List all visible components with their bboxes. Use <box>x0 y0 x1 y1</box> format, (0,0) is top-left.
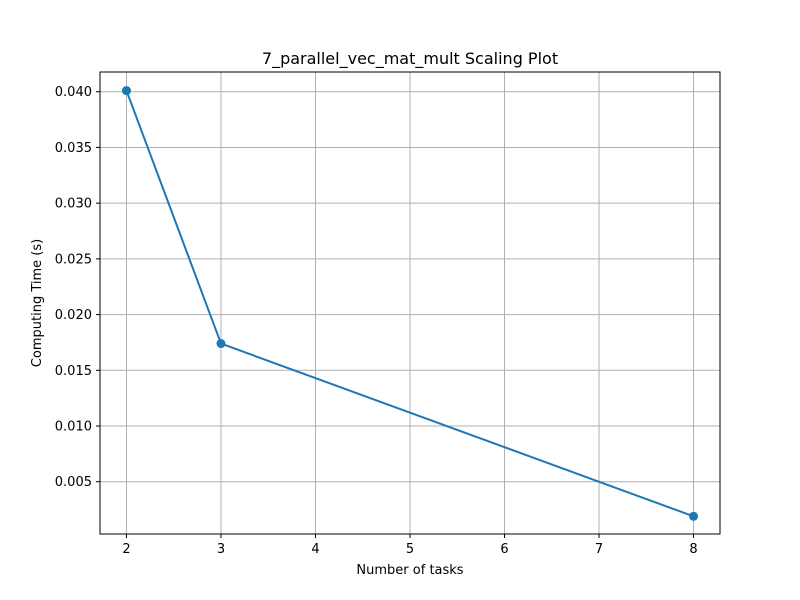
x-tick-label: 7 <box>595 542 603 557</box>
y-tick-label: 0.025 <box>55 252 92 267</box>
x-tick-label: 6 <box>500 542 508 557</box>
x-tick-label: 5 <box>406 542 414 557</box>
y-tick-label: 0.035 <box>55 141 92 156</box>
x-tick-label: 3 <box>217 542 225 557</box>
series-layer <box>121 86 699 521</box>
y-tick-label: 0.020 <box>55 308 92 323</box>
x-tick-label: 2 <box>122 542 130 557</box>
y-tick-label: 0.015 <box>55 364 92 379</box>
data-point <box>689 511 699 521</box>
data-point <box>121 86 131 96</box>
y-tick-label: 0.030 <box>55 197 92 212</box>
y-axis-ticks: 0.005 0.010 0.015 0.020 0.025 0.030 0.035 0.040 <box>55 85 100 490</box>
y-tick-label: 0.010 <box>55 420 92 435</box>
x-axis-ticks: 2 3 4 5 6 7 8 <box>122 534 698 557</box>
y-tick-label: 0.005 <box>55 475 92 490</box>
x-axis-label: Number of tasks <box>356 563 463 578</box>
x-tick-label: 4 <box>311 542 319 557</box>
data-point <box>216 339 226 349</box>
x-tick-label: 8 <box>689 542 697 557</box>
grid <box>100 72 720 534</box>
y-tick-label: 0.040 <box>55 85 92 100</box>
y-axis-label: Computing Time (s) <box>30 239 45 367</box>
chart-title: 7_parallel_vec_mat_mult Scaling Plot <box>262 49 558 69</box>
